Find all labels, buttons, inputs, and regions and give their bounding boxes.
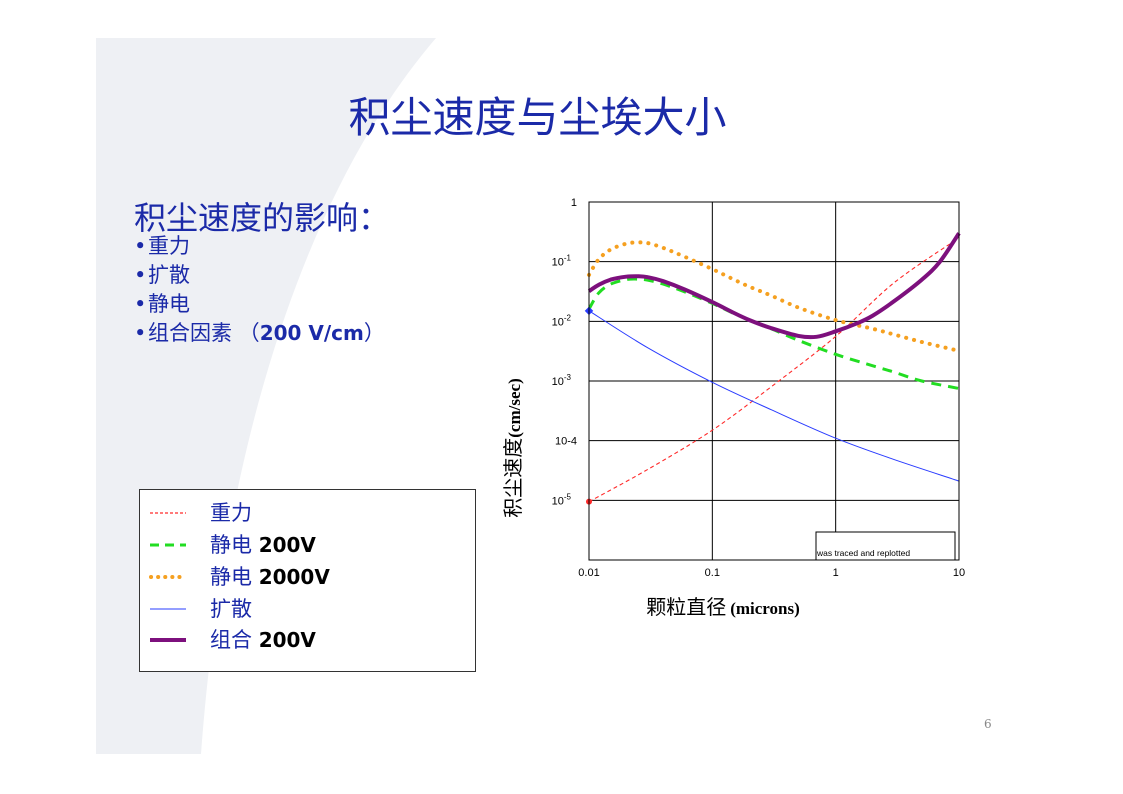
series-line-2 <box>587 240 961 353</box>
legend-label: 静电 <box>210 565 252 589</box>
chart-legend: 重力 静电 200V 静电 2000V 扩散 组合 200V <box>139 489 476 672</box>
y-tick-exponent: -1 <box>564 254 572 263</box>
deposition-velocity-chart: 0.01 0.1 1 10 1 10-1 10-2 10-3 10-4 10-5 was trac… <box>501 197 965 619</box>
legend-value: 200V <box>258 533 316 557</box>
legend-value: 2000V <box>258 565 330 589</box>
legend-swatch <box>150 543 186 547</box>
x-axis-label-unit: (microns) <box>730 599 800 618</box>
page-number: 6 <box>984 717 992 731</box>
annotation-text: was traced and replotted <box>816 548 910 558</box>
x-axis-label-cn: 颗粒直径 <box>646 595 726 619</box>
legend-swatch <box>150 512 186 514</box>
legend-value: 200V <box>258 628 316 652</box>
series-line-4 <box>587 232 961 340</box>
bullet-item: •组合因素 （200 V/cm） <box>134 321 385 345</box>
y-tick-label: 10-5 <box>552 492 572 507</box>
bullet-bold-value: 200 V/cm <box>259 321 364 345</box>
bullet-item: •重力 <box>134 234 190 258</box>
legend-label: 组合 <box>210 628 252 652</box>
bullet-item: •扩散 <box>134 263 190 287</box>
series-line-3 <box>588 310 960 482</box>
x-tick-label: 0.01 <box>578 567 599 579</box>
y-tick-label: 10-3 <box>552 373 572 388</box>
annotation-box: was traced and replotted <box>815 531 956 561</box>
legend-swatch <box>150 638 186 642</box>
section-heading: 积尘速度的影响： <box>134 199 391 237</box>
y-tick-exponent: -3 <box>564 373 572 382</box>
y-tick-exponent: -2 <box>564 313 572 322</box>
legend-label: 重力 <box>210 501 252 525</box>
x-tick-label: 10 <box>953 567 965 579</box>
bullet-text: 重力 <box>148 234 190 258</box>
bullet-text: 组合因素 （ <box>148 321 260 345</box>
y-axis-label-unit: (cm/sec) <box>505 378 524 437</box>
slide-title: 积尘速度与尘埃大小 <box>348 93 727 142</box>
y-tick-label: 10-2 <box>552 313 572 328</box>
bullet-text: 扩散 <box>148 263 190 287</box>
bullet-text: 静电 <box>148 292 190 316</box>
bullet-text-after: ） <box>363 321 385 345</box>
y-axis-label-cn: 积尘速度 <box>501 438 525 518</box>
plot-frame <box>588 201 960 561</box>
legend-swatch <box>149 575 188 579</box>
x-tick-label: 1 <box>833 567 839 579</box>
legend-label: 扩散 <box>210 597 252 621</box>
y-tick-label: 10-4 <box>555 436 577 448</box>
y-tick-label: 10-1 <box>552 254 572 269</box>
bullet-list: •重力 •扩散 •静电 •组合因素 （200 V/cm） <box>134 232 385 348</box>
y-tick-label: 1 <box>571 197 577 209</box>
bullet-item: •静电 <box>134 292 190 316</box>
legend-label: 静电 <box>210 533 252 557</box>
y-axis-label: 积尘速度(cm/sec) <box>501 378 525 517</box>
x-tick-label: 0.1 <box>705 567 720 579</box>
x-axis-label: 颗粒直径 (microns) <box>646 595 800 619</box>
y-tick-exponent: -5 <box>564 492 572 501</box>
legend-swatch <box>150 608 186 610</box>
